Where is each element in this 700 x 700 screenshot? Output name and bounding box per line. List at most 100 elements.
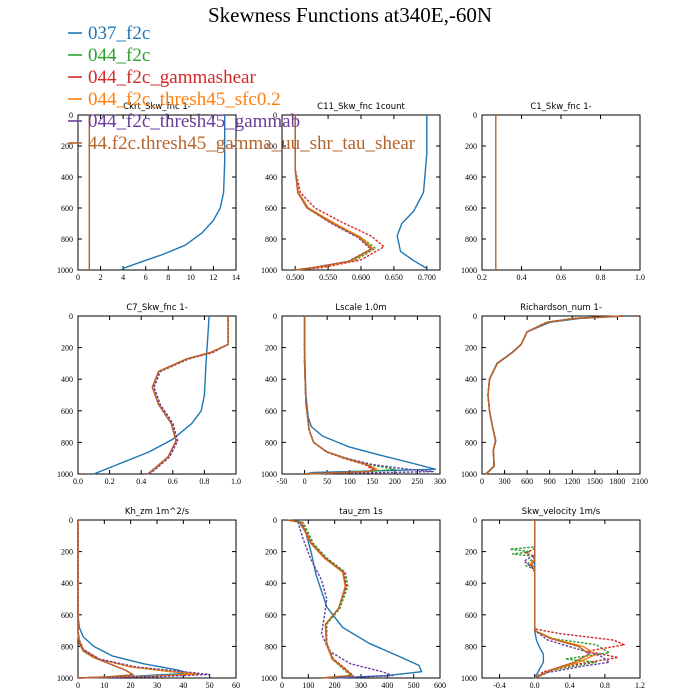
x-tick-label: 0.500 <box>286 273 304 282</box>
x-tick-label: 10 <box>100 681 108 690</box>
series-line-2 <box>303 316 396 475</box>
series-line-3 <box>525 520 625 679</box>
y-tick-label: 600 <box>265 204 277 213</box>
series-line-1 <box>93 315 210 475</box>
x-tick-label: 0 <box>480 477 484 486</box>
y-tick-label: 400 <box>265 173 277 182</box>
series-line-6 <box>294 115 373 271</box>
x-tick-label: 300 <box>499 477 511 486</box>
series-line-4 <box>529 520 597 679</box>
y-tick-label: 600 <box>61 204 73 213</box>
y-tick-label: 200 <box>265 548 277 557</box>
x-tick-label: 12 <box>209 273 217 282</box>
legend-label: 044_f2c_thresh45_gammab <box>88 111 300 132</box>
series-line-6 <box>77 520 135 679</box>
x-tick-label: 4 <box>121 273 125 282</box>
series-line-6 <box>287 519 353 679</box>
panel-9: Skw_velocity 1m/s -0.4 0.0 0.4 0.8 1.2 0 200 400… <box>461 507 645 690</box>
x-tick-label: 0 <box>76 273 80 282</box>
x-tick-label: 0 <box>303 477 307 486</box>
x-tick-label: 20 <box>127 681 135 690</box>
series-line-1 <box>485 315 626 475</box>
series-line-1 <box>534 520 545 679</box>
y-tick-label: 800 <box>61 642 73 651</box>
x-tick-label: 40 <box>179 681 187 690</box>
y-tick-label: 200 <box>61 548 73 557</box>
panel-4: C7_Skw_fnc 1- 0.0 0.2 0.4 0.6 0.8 1.0 0 200 400 60… <box>57 303 241 486</box>
panel-grid: Ckrt_Skw_fnc 1-0 2 4 6 8 10 12 1402004006008001… <box>57 102 648 690</box>
x-tick-label: 200 <box>389 477 401 486</box>
y-tick-label: 600 <box>61 611 73 620</box>
x-tick-label: -50 <box>277 477 288 486</box>
y-tick-label: 800 <box>465 438 477 447</box>
x-tick-label: 8 <box>166 273 170 282</box>
y-tick-label: 800 <box>265 642 277 651</box>
x-tick-label: 100 <box>344 477 356 486</box>
series-line-5 <box>485 315 622 475</box>
x-tick-label: 0.4 <box>136 477 146 486</box>
x-tick-label: 0.8 <box>596 273 606 282</box>
y-tick-label: 0 <box>473 516 477 525</box>
legend-label: 037_f2c <box>88 23 150 44</box>
y-tick-label: 1000 <box>57 674 73 683</box>
plot-frame <box>281 519 441 679</box>
y-tick-label: 1000 <box>57 470 73 479</box>
panel-6: Richardson_num 1- 0 300 600 900 1200 1500 1800 2… <box>461 303 648 486</box>
x-tick-label: 0.4 <box>565 681 575 690</box>
y-tick-label: 400 <box>265 579 277 588</box>
y-tick-label: 1000 <box>261 266 277 275</box>
plot-frame <box>77 315 237 475</box>
y-tick-label: 400 <box>61 579 73 588</box>
y-tick-label: 200 <box>61 142 73 151</box>
series-line-4 <box>485 315 623 475</box>
y-tick-label: 800 <box>265 235 277 244</box>
x-tick-label: 2 <box>99 273 103 282</box>
y-tick-label: 0 <box>473 111 477 120</box>
y-tick-label: 0 <box>273 111 277 120</box>
y-tick-label: 1000 <box>261 470 277 479</box>
x-tick-label: 200 <box>329 681 341 690</box>
series-line-6 <box>485 315 623 475</box>
series-line-3 <box>485 315 624 475</box>
x-tick-label: 50 <box>206 681 214 690</box>
panel-title: Ckrt_Skw_fnc 1- <box>123 102 191 112</box>
y-tick-label: 200 <box>465 344 477 353</box>
x-tick-label: 1.0 <box>635 273 645 282</box>
panel-title: Skw_velocity 1m/s <box>522 507 601 517</box>
y-tick-label: 0 <box>69 111 73 120</box>
y-tick-label: 600 <box>465 204 477 213</box>
panel-title: C1_Skw_fnc 1- <box>530 102 591 112</box>
x-tick-label: 0.2 <box>477 273 487 282</box>
y-tick-label: 400 <box>465 375 477 384</box>
y-tick-label: 0 <box>273 516 277 525</box>
panel-title: Lscale 1.0m <box>335 303 386 313</box>
y-tick-label: 400 <box>465 173 477 182</box>
figure-title: Skewness Functions at340E,-60N <box>208 3 492 27</box>
y-tick-label: 600 <box>465 611 477 620</box>
x-tick-label: 0 <box>280 681 284 690</box>
series-line-1 <box>120 115 226 271</box>
panel-7: Kh_zm 1m^2/s0 10 20 30 40 50 60020040060080010… <box>57 507 240 690</box>
panel-title: C11_Skw_fnc 1count <box>317 102 405 112</box>
legend-label: 44.f2c.thresh45_gamma_uu_shr_tau_shear <box>88 133 416 154</box>
legend: 037_f2c044_f2c044_f2c_gammashear044_f2c_… <box>68 23 416 154</box>
y-tick-label: 600 <box>465 407 477 416</box>
x-tick-label: 50 <box>323 477 331 486</box>
y-tick-label: 1000 <box>461 470 477 479</box>
x-tick-label: 400 <box>381 681 393 690</box>
panel-title: Kh_zm 1m^2/s <box>125 507 190 517</box>
legend-label: 044_f2c <box>88 45 150 66</box>
y-tick-label: 400 <box>465 579 477 588</box>
panel-title: tau_zm 1s <box>339 507 383 517</box>
plot-frame <box>77 114 237 271</box>
x-tick-label: 0.550 <box>319 273 337 282</box>
x-tick-label: 14 <box>232 273 240 282</box>
plot-frame <box>481 519 641 679</box>
plot-frame <box>281 315 441 475</box>
series-line-3 <box>294 115 385 271</box>
y-tick-label: 1000 <box>461 266 477 275</box>
series-line-2 <box>289 519 352 679</box>
y-tick-label: 200 <box>61 344 73 353</box>
x-tick-label: 1.2 <box>635 681 645 690</box>
